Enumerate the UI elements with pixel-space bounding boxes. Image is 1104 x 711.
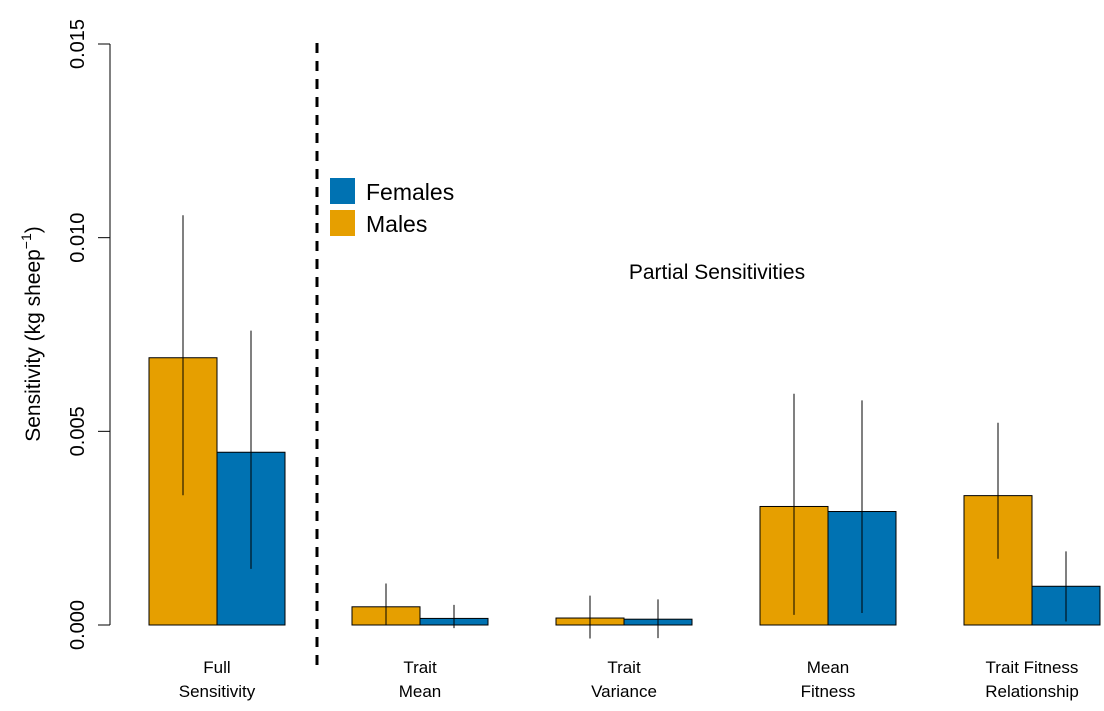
legend-label-females: Females xyxy=(366,179,454,205)
y-tick-label-0: 0.000 xyxy=(67,600,89,650)
legend: Females Males xyxy=(330,178,454,237)
y-axis-label-sup: −1 xyxy=(18,233,34,249)
y-tick-label-3: 0.015 xyxy=(67,19,89,69)
x-axis-labels: Full Sensitivity Trait Mean Trait Variance Mea… xyxy=(179,658,1079,701)
category-label-0-line2: Sensitivity xyxy=(179,682,256,701)
category-label-1-line2: Mean xyxy=(399,682,442,701)
legend-label-males: Males xyxy=(366,211,427,237)
error-bars-layer xyxy=(182,215,1067,639)
category-label-3-line2: Fitness xyxy=(801,682,856,701)
y-axis: 0.000 0.005 0.010 0.015 xyxy=(67,19,111,650)
legend-swatch-females xyxy=(330,178,355,204)
category-label-2-line1: Trait xyxy=(607,658,641,677)
category-label-4-line1: Trait Fitness xyxy=(986,658,1079,677)
category-label-4-line2: Relationship xyxy=(985,682,1079,701)
partial-sensitivities-annotation: Partial Sensitivities xyxy=(629,261,805,284)
y-tick-label-2: 0.010 xyxy=(67,213,89,263)
category-label-3-line1: Mean xyxy=(807,658,850,677)
y-axis-label-main: Sensitivity (kg sheep xyxy=(22,249,45,442)
y-axis-label-close: ) xyxy=(22,226,45,233)
legend-swatch-males xyxy=(330,210,355,236)
y-tick-label-1: 0.005 xyxy=(67,406,89,456)
category-label-0-line1: Full xyxy=(203,658,230,677)
bars-layer xyxy=(148,357,1101,626)
category-label-2-line2: Variance xyxy=(591,682,657,701)
category-label-1-line1: Trait xyxy=(403,658,437,677)
y-axis-label: Sensitivity (kg sheep−1) xyxy=(18,226,45,442)
